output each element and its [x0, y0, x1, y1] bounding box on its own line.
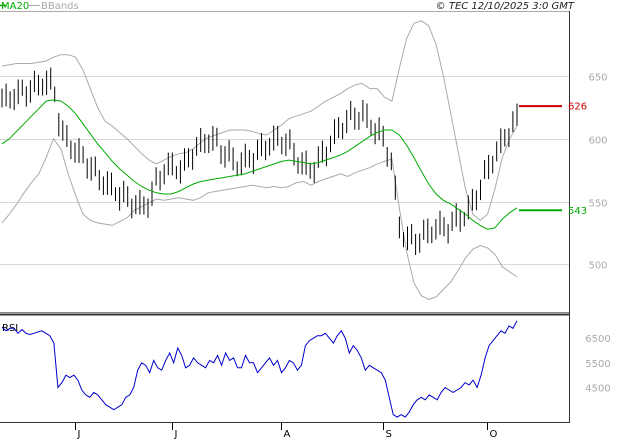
current-price-label: 626 — [568, 102, 587, 113]
rsi-line — [1, 320, 518, 418]
price-tick-label: 550 — [588, 199, 607, 210]
bb-lower-line — [1, 137, 518, 300]
price-tick-label: 600 — [588, 136, 607, 147]
rsi-tick-labels: 4500 5500 6500 — [585, 334, 610, 394]
price-gridlines — [0, 76, 569, 265]
bollinger-bands — [1, 20, 518, 300]
ma20-line — [1, 99, 518, 230]
rsi-tick-label: 6500 — [585, 334, 610, 345]
bb-upper-line — [1, 20, 518, 222]
legend-ma20-label: MA20 — [1, 1, 29, 12]
x-tick-label: O — [490, 429, 498, 440]
x-tick-label: A — [284, 429, 291, 440]
x-tick-label: J — [77, 429, 81, 440]
x-tick-label: S — [386, 429, 392, 440]
price-tick-label: 500 — [588, 261, 607, 272]
ma20-value-label: 543 — [568, 206, 587, 217]
rsi-tick-label: 4500 — [585, 384, 610, 395]
price-tick-labels: 500 550 600 650 — [588, 73, 607, 272]
rsi-tick-label: 5500 — [585, 359, 610, 370]
rsi-layer — [1, 320, 518, 418]
x-tick-label: J — [174, 429, 178, 440]
copyright-text: © TEC 12/10/2025 3:0 GMT — [436, 1, 575, 12]
price-tick-label: 650 — [588, 73, 607, 84]
legend-bbands-label: BBands — [41, 1, 79, 12]
ma20-layer — [1, 99, 518, 230]
level-markers: 626 543 — [519, 102, 587, 217]
price-candles — [1, 67, 518, 255]
